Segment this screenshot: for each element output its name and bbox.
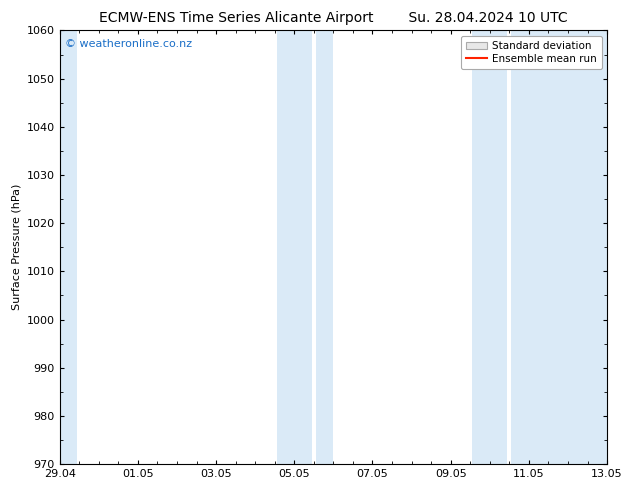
Text: © weatheronline.co.nz: © weatheronline.co.nz [65, 39, 192, 49]
Bar [276, 30, 312, 464]
Bar [472, 30, 507, 464]
Title: ECMW-ENS Time Series Alicante Airport        Su. 28.04.2024 10 UTC: ECMW-ENS Time Series Alicante Airport Su… [99, 11, 567, 25]
Legend: Standard deviation, Ensemble mean run: Standard deviation, Ensemble mean run [461, 36, 602, 69]
Y-axis label: Surface Pressure (hPa): Surface Pressure (hPa) [11, 184, 21, 311]
Bar [316, 30, 333, 464]
Bar [511, 30, 607, 464]
Bar [60, 30, 77, 464]
